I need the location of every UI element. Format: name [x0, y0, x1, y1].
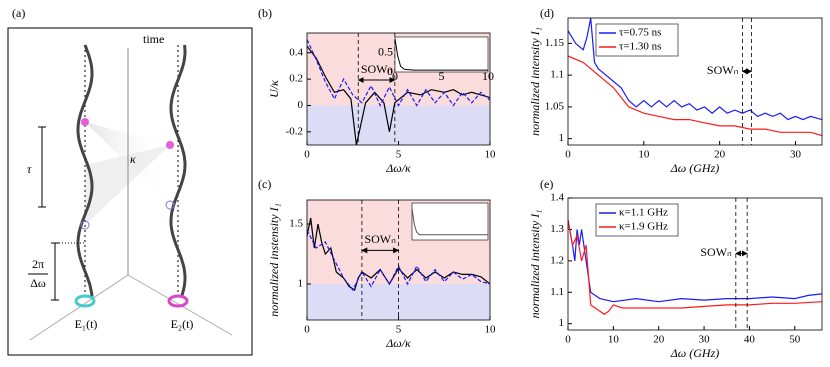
panel-label: (c): [258, 177, 271, 191]
y-tick-label: 1: [298, 278, 304, 290]
x-tick-label: 5: [396, 324, 402, 336]
y-tick-label: 0.2: [289, 73, 303, 85]
inset-y-tick-label: 0.5: [378, 44, 393, 58]
field-label: E₁(t): [75, 317, 98, 331]
plot-frame: [306, 199, 491, 321]
x-tick-label: 0: [565, 149, 571, 161]
y-tick-label: 1.05: [545, 100, 565, 112]
x-tick-label: 0: [565, 334, 571, 346]
ring: [74, 294, 96, 308]
kappa-label: κ: [130, 152, 136, 166]
series-line: [307, 217, 490, 291]
legend-box: [595, 203, 679, 237]
shade-below: [307, 105, 490, 145]
inset-x-tick-label: 10: [482, 69, 494, 83]
ring: [167, 294, 189, 308]
x-tick-label: 10: [485, 149, 497, 161]
annotation: SOWₙ: [364, 232, 396, 246]
series-line: [568, 18, 822, 121]
event: [166, 141, 174, 149]
x-tick-label: 10: [485, 324, 497, 336]
inset-line: [411, 208, 488, 236]
x-axis-label: Δω/κ: [385, 161, 411, 175]
annotation: SOWₙ: [700, 245, 732, 259]
plot-frame: [567, 17, 823, 146]
chart: (d) 0 10 20 30 1 1.05 1.1 1.15 Δω (GHz) normalized…: [528, 6, 823, 175]
field-label: E₂(t): [171, 317, 194, 331]
inset-frame: [394, 36, 489, 73]
wave: [169, 44, 187, 298]
annotation: SOWₙ: [707, 63, 739, 77]
wave: [76, 44, 94, 298]
period-label: Δω: [30, 276, 46, 290]
y-tick-label: 1.4: [550, 192, 564, 204]
x-tick-label: 20: [714, 149, 726, 161]
x-tick-label: 50: [789, 334, 801, 346]
plot-frame: [306, 32, 491, 146]
series-line: [568, 55, 822, 137]
panel-label: (e): [540, 177, 553, 191]
x-tick-label: 30: [699, 334, 711, 346]
x-tick-label: 30: [790, 149, 802, 161]
inset-y-tick-label: 0: [387, 64, 393, 78]
x-tick-label: 5: [396, 149, 402, 161]
x-axis-label: Δω/κ: [385, 336, 411, 350]
x-tick-label: 0: [304, 149, 310, 161]
y-tick-label: 0: [298, 99, 304, 111]
y-tick-label: 1: [559, 132, 565, 144]
annotation: SOWₙ: [361, 62, 393, 76]
inset-x-tick-label: 0: [392, 69, 398, 83]
time-label: time: [143, 32, 164, 46]
inset-x-tick-label: 5: [439, 69, 445, 83]
y-tick-label: 1.3: [550, 223, 564, 235]
axis: [29, 274, 129, 341]
y-axis-label: U/κ: [267, 80, 281, 98]
tau-label: τ: [27, 162, 32, 176]
y-axis-label: normalized intensity I₁: [528, 27, 542, 136]
period-label: 2π: [32, 257, 44, 271]
legend-label: κ=1.1 GHz: [619, 207, 668, 219]
x-axis-label: Δω (GHz): [670, 346, 720, 360]
y-tick-label: 0.4: [289, 46, 303, 58]
diagram-frame: [7, 27, 253, 356]
event: [81, 118, 89, 126]
series-line: [307, 39, 490, 107]
y-tick-label: 1.5: [289, 218, 303, 230]
x-tick-label: 20: [653, 334, 665, 346]
inset-frame: [411, 202, 489, 241]
x-tick-label: 0: [304, 324, 310, 336]
x-tick-label: 10: [608, 334, 620, 346]
x-tick-label: 10: [638, 149, 650, 161]
panel-label: (d): [540, 6, 554, 20]
x-axis-label: Δω (GHz): [670, 161, 720, 175]
legend-box: [595, 23, 679, 57]
y-axis-label: normalized instensity I₁: [267, 203, 281, 317]
legend-label: τ=1.30 ns: [619, 41, 661, 53]
series-line: [568, 219, 822, 316]
y-tick-label: 1: [559, 317, 565, 329]
panel-label: (b): [258, 6, 272, 20]
chart: (e) 0 10 20 30 40 50 1 1.1 1.2 1.3 1.4 Δω (GHz) norma…: [528, 177, 823, 360]
y-tick-label: 1.1: [550, 69, 564, 81]
plot-frame: [567, 197, 823, 331]
event: [80, 220, 90, 230]
event: [165, 200, 175, 210]
x-tick-label: 40: [744, 334, 756, 346]
y-tick-label: 1.15: [545, 37, 565, 49]
y-tick-label: 1.1: [550, 286, 564, 298]
series-line: [568, 219, 822, 303]
legend-label: τ=0.75 ns: [619, 27, 661, 39]
y-tick-label: -0.2: [286, 125, 303, 137]
chart: (c) 0 5 10 1 1.5 Δω/κ normalized instensity I₁ S…: [258, 177, 496, 350]
diagram: (a) time τ κ 2π Δω E₁(t) E₂(t): [7, 6, 253, 356]
y-axis-label: normalized intensity I₁: [528, 210, 542, 319]
legend-label: κ=1.9 GHz: [619, 221, 668, 233]
panel-label: (a): [12, 6, 25, 20]
y-tick-label: 1.2: [550, 254, 564, 266]
inset-line: [394, 38, 488, 71]
